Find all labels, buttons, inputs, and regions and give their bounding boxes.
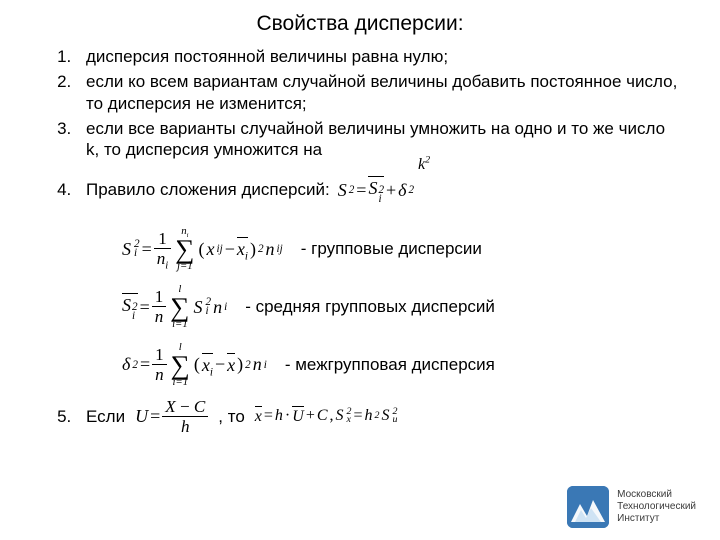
- logo-line: Институт: [617, 513, 696, 525]
- item-5-then: , то: [218, 406, 245, 427]
- formula-label: - межгрупповая дисперсия: [285, 354, 495, 375]
- formula-intergroup-variance: δ2 = 1 n l ∑ i=1 (xi − x )2: [86, 342, 680, 388]
- item-5-if: Если: [86, 406, 125, 427]
- list-item: если все варианты случайной величины умн…: [76, 118, 680, 161]
- logo-text: Московский Технологический Институт: [617, 489, 696, 525]
- formula-label: - групповые дисперсии: [301, 238, 482, 259]
- formula-label: - средняя групповых дисперсий: [245, 296, 495, 317]
- logo-line: Технологический: [617, 501, 696, 513]
- formula-u-def: U = X − C h: [135, 398, 208, 435]
- k-squared-symbol: k2: [418, 156, 430, 174]
- page-title: Свойства дисперсии:: [40, 12, 680, 36]
- formula-mean-group-variance: S2i = 1 n l ∑ i=1 S2i ni - средняя: [86, 284, 680, 330]
- list-item: Если U = X − C h , то x = h· U: [76, 398, 680, 435]
- formula-group-variance: S2i = 1 ni ni ∑ j=1 (xij − xi: [86, 226, 680, 272]
- list-item: если ко всем вариантам случайной величин…: [76, 71, 680, 114]
- item-4-text: Правило сложения дисперсий:: [86, 179, 330, 200]
- addition-rule-formula: S2 = S2i + δ2: [338, 176, 414, 204]
- item-3-text: если все варианты случайной величины умн…: [86, 119, 665, 159]
- list-item: Правило сложения дисперсий: S2 = S2i + δ…: [76, 176, 680, 387]
- list-item: дисперсия постоянной величины равна нулю…: [76, 46, 680, 67]
- institute-logo: Московский Технологический Институт: [567, 486, 696, 528]
- slide: Свойства дисперсии: дисперсия постоянной…: [0, 0, 720, 540]
- formula-x-sx: x = h· U + C , S2x = h2 S2u: [255, 406, 398, 427]
- logo-badge-icon: [567, 486, 609, 528]
- properties-list: дисперсия постоянной величины равна нулю…: [40, 46, 680, 435]
- logo-line: Московский: [617, 489, 696, 501]
